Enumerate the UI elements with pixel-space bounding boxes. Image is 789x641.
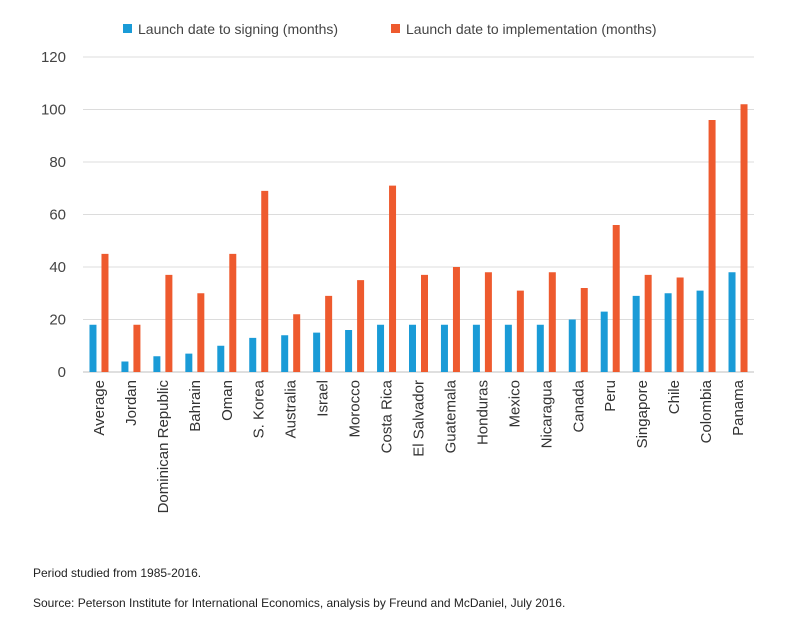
y-tick-label: 100 — [41, 102, 66, 119]
x-tick-label: Colombia — [698, 379, 715, 443]
bar-signing — [504, 324, 512, 372]
bar-implementation — [740, 104, 748, 372]
x-tick-label: Morocco — [347, 380, 364, 438]
bar-signing — [313, 332, 321, 372]
bar-implementation — [484, 272, 492, 372]
bar-implementation — [421, 274, 428, 372]
bar-signing — [409, 324, 416, 372]
bar-signing — [696, 290, 704, 372]
period-note: Period studied from 1985-2016. — [33, 566, 202, 580]
legend-label: Launch date to signing (months) — [138, 21, 338, 37]
x-tick-label: Oman — [219, 380, 236, 421]
x-tick-label: Mexico — [506, 380, 523, 428]
bar-signing — [440, 324, 448, 372]
bar-implementation — [325, 295, 333, 372]
bar-implementation — [101, 253, 109, 372]
x-tick-label: Jordan — [123, 380, 140, 426]
bar-signing — [121, 361, 129, 372]
bar-implementation — [612, 225, 620, 372]
bar-signing — [185, 353, 193, 372]
x-tick-label: Singapore — [634, 380, 651, 448]
x-tick-label: Chile — [666, 380, 683, 414]
bar-implementation — [548, 272, 556, 372]
x-tick-label: Panama — [730, 379, 747, 436]
bar-implementation — [293, 314, 301, 372]
x-tick-label: Australia — [283, 379, 300, 438]
x-tick-label: Costa Rica — [379, 379, 396, 453]
x-tick-label: Dominican Republic — [155, 380, 172, 514]
bar-signing — [472, 324, 480, 372]
y-tick-label: 0 — [58, 364, 66, 381]
bar-implementation — [389, 185, 397, 372]
bar-signing — [568, 319, 576, 372]
bar-signing — [281, 335, 289, 372]
bar-implementation — [452, 267, 460, 372]
x-tick-label: Average — [91, 380, 108, 436]
x-tick-label: Peru — [602, 380, 619, 412]
legend-swatch — [391, 24, 400, 33]
bar-implementation — [165, 274, 173, 372]
bar-signing — [249, 337, 257, 372]
bar-signing — [728, 272, 736, 372]
source-note: Source: Peterson Institute for Internati… — [33, 596, 566, 610]
bar-signing — [345, 330, 353, 372]
bar-implementation — [261, 190, 269, 372]
x-tick-label: Nicaragua — [538, 379, 555, 448]
y-tick-label: 80 — [49, 154, 66, 171]
bar-implementation — [516, 290, 524, 372]
bar-signing — [664, 293, 672, 372]
bar-signing — [89, 324, 97, 372]
y-tick-label: 120 — [41, 49, 66, 66]
bar-signing — [377, 324, 385, 372]
bar-chart: 0 20 40 60 80 100 120 Average Jordan Dominican Re… — [41, 21, 754, 514]
bar-implementation — [644, 274, 652, 372]
x-tick-label: Canada — [570, 379, 587, 432]
x-tick-label: Honduras — [474, 380, 491, 445]
x-tick-label: Bahrain — [187, 380, 204, 432]
legend-swatch — [123, 24, 132, 33]
x-tick-label: Israel — [315, 380, 332, 417]
bar-implementation — [357, 280, 365, 372]
y-tick-label: 40 — [49, 259, 66, 276]
bar-signing — [153, 356, 161, 372]
y-tick-label: 60 — [49, 207, 66, 224]
y-tick-label: 20 — [49, 312, 66, 329]
bar-signing — [536, 324, 544, 372]
bar-implementation — [708, 120, 716, 372]
bar-implementation — [229, 253, 237, 372]
x-tick-label: S. Korea — [251, 379, 268, 438]
bar-implementation — [676, 277, 684, 372]
bar-implementation — [133, 324, 141, 372]
bar-signing — [217, 345, 225, 372]
bar-implementation — [580, 288, 588, 372]
bar-signing — [600, 311, 608, 372]
x-tick-label: Guatemala — [442, 379, 459, 453]
x-tick-label: El Salvador — [411, 380, 428, 457]
bar-signing — [632, 295, 640, 372]
legend-label: Launch date to implementation (months) — [406, 21, 657, 37]
bar-implementation — [197, 293, 205, 372]
